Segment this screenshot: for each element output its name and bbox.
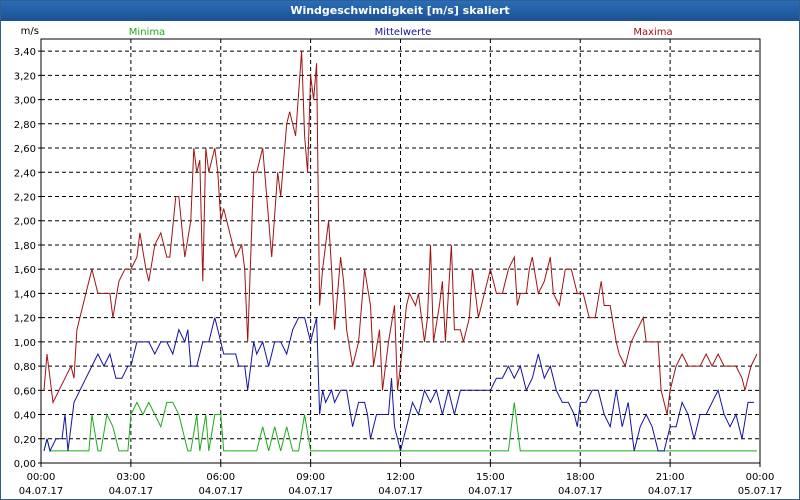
x-tick-label-time: 18:00 bbox=[566, 472, 595, 483]
y-tick-label: 2,60 bbox=[14, 144, 36, 155]
y-tick-label: 0,00 bbox=[14, 459, 36, 470]
y-tick-label: 2,40 bbox=[14, 168, 36, 179]
y-tick-label: 3,20 bbox=[14, 71, 36, 82]
y-tick-label: 1,20 bbox=[14, 314, 36, 325]
y-tick-label: 0,60 bbox=[14, 386, 36, 397]
x-tick-label-time: 15:00 bbox=[476, 472, 505, 483]
x-tick-label-time: 12:00 bbox=[386, 472, 415, 483]
chart-svg: 0,00 0,20 0,40 0,60 0,80 1,00 1,20 1,40 1,60 1,80… bbox=[14, 26, 783, 497]
legend-maxima: Maxima bbox=[633, 27, 672, 38]
y-tick-label: 1,80 bbox=[14, 241, 36, 252]
x-tick-label-date: 05.07.17 bbox=[738, 486, 783, 497]
x-tick-label-date: 04.07.17 bbox=[648, 486, 693, 497]
y-tick-label: 3,00 bbox=[14, 96, 36, 107]
x-tick-label-date: 04.07.17 bbox=[109, 486, 154, 497]
x-tick-label-time: 03:00 bbox=[116, 472, 145, 483]
y-tick-label: 2,80 bbox=[14, 120, 36, 131]
x-tick-label-time: 00:00 bbox=[27, 472, 56, 483]
y-tick-label: 0,20 bbox=[14, 435, 36, 446]
x-tick-label-date: 04.07.17 bbox=[558, 486, 603, 497]
series-line-minima bbox=[43, 401, 757, 452]
x-tick-label-date: 04.07.17 bbox=[198, 486, 243, 497]
y-tick-label: 1,60 bbox=[14, 265, 36, 276]
y-tick-label: 0,40 bbox=[14, 411, 36, 422]
y-tick-label: 2,20 bbox=[14, 192, 36, 203]
legend-mittelwerte: Mittelwerte bbox=[375, 27, 432, 38]
x-tick-label-date: 04.07.17 bbox=[19, 486, 64, 497]
x-tick-label-time: 00:00 bbox=[746, 472, 775, 483]
x-tick-label-date: 04.07.17 bbox=[468, 486, 513, 497]
y-tick-label: 0,80 bbox=[14, 362, 36, 373]
x-tick-label-time: 21:00 bbox=[656, 472, 685, 483]
legend-minima: Minima bbox=[129, 27, 165, 38]
x-tick-label-time: 09:00 bbox=[296, 472, 325, 483]
x-tick-label-date: 04.07.17 bbox=[288, 486, 333, 497]
y-tick-label: 3,40 bbox=[14, 47, 36, 58]
y-tick-label: 1,00 bbox=[14, 338, 36, 349]
y-axis-label: m/s bbox=[21, 26, 39, 37]
y-tick-label: 2,00 bbox=[14, 217, 36, 228]
window-title: Windgeschwindigkeit [m/s] skaliert bbox=[1, 1, 799, 21]
series-line-maxima bbox=[43, 51, 758, 415]
x-tick-label-date: 04.07.17 bbox=[378, 486, 423, 497]
series-line-mittelwerte bbox=[43, 317, 754, 453]
x-tick-label-time: 06:00 bbox=[206, 472, 235, 483]
y-tick-label: 1,40 bbox=[14, 289, 36, 300]
